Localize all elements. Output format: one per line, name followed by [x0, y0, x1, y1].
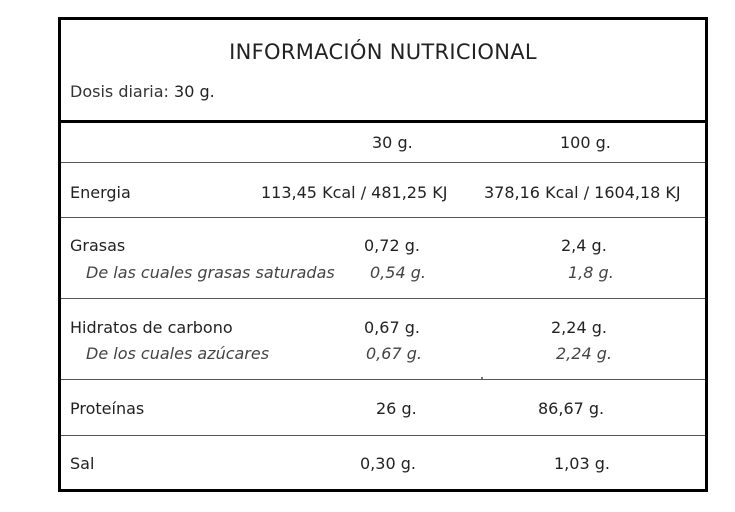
column-header-30g: 30 g.	[372, 133, 413, 152]
row-saturated-fat-name: De las cuales grasas saturadas	[86, 263, 335, 282]
row-divider	[61, 298, 705, 299]
row-fat-name: Grasas	[70, 236, 126, 255]
nutrition-label: INFORMACIÓN NUTRICIONAL Dosis diaria: 30…	[58, 17, 708, 492]
row-divider	[61, 217, 705, 218]
row-salt-100g: 1,03 g.	[554, 454, 610, 473]
row-sugars-30g: 0,67 g.	[366, 344, 422, 363]
row-carbs-name: Hidratos de carbono	[70, 318, 233, 337]
row-protein-name: Proteínas	[70, 399, 145, 418]
row-divider	[61, 162, 705, 163]
daily-dose-label: Dosis diaria:	[70, 82, 169, 101]
row-protein-30g: 26 g.	[376, 399, 417, 418]
row-sugars-100g: 2,24 g.	[556, 344, 612, 363]
label-title: INFORMACIÓN NUTRICIONAL	[229, 40, 537, 64]
column-header-100g: 100 g.	[560, 133, 611, 152]
row-energy-30g: 113,45 Kcal / 481,25 KJ	[261, 183, 448, 202]
daily-dose: Dosis diaria: 30 g.	[70, 82, 215, 101]
row-divider	[61, 379, 705, 380]
row-salt-name: Sal	[70, 454, 95, 473]
row-protein-100g: 86,67 g.	[538, 399, 605, 418]
row-sugars-name: De los cuales azúcares	[86, 344, 270, 363]
row-fat-30g: 0,72 g.	[364, 236, 420, 255]
stray-dot	[481, 377, 483, 379]
row-fat-100g: 2,4 g.	[561, 236, 607, 255]
row-carbs-30g: 0,67 g.	[364, 318, 420, 337]
row-saturated-fat-100g: 1,8 g.	[568, 263, 614, 282]
row-carbs-100g: 2,24 g.	[551, 318, 607, 337]
row-energy-100g: 378,16 Kcal / 1604,18 KJ	[484, 183, 681, 202]
row-salt-30g: 0,30 g.	[360, 454, 416, 473]
row-energy-name: Energia	[70, 183, 131, 202]
row-saturated-fat-30g: 0,54 g.	[370, 263, 426, 282]
daily-dose-value: 30 g.	[174, 82, 215, 101]
row-divider	[61, 435, 705, 436]
header-divider	[61, 120, 705, 123]
